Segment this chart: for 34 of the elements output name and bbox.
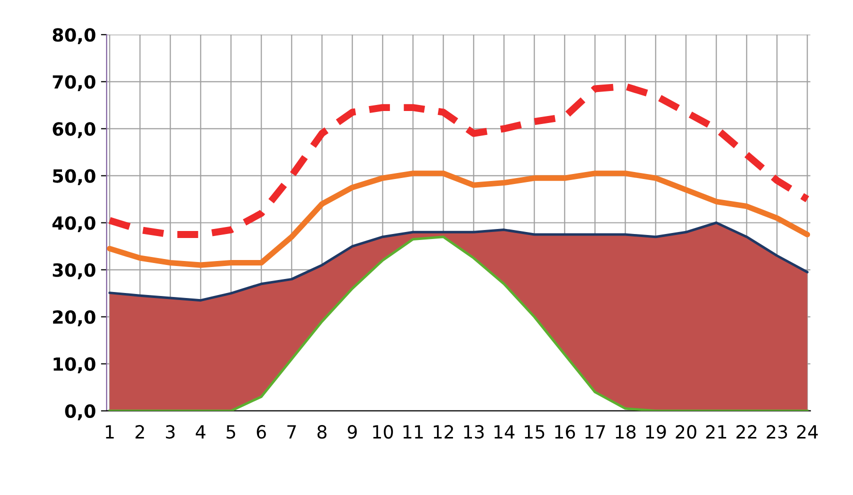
x-tick-label: 19 [646,425,666,439]
x-tick-label: 23 [766,425,788,439]
y-tick-label: 30,0 [52,263,96,280]
x-tick-label: 3 [166,425,175,439]
x-tick-label: 22 [736,425,756,438]
y-tick-label: 80,0 [52,28,96,44]
x-tick-label: 1 [106,425,114,438]
x-tick-label: 16 [555,425,576,439]
y-tick-label: 0,0 [65,404,96,420]
y-tick-label: 70,0 [52,75,96,92]
y-tick-label: 40,0 [52,216,96,232]
y-tick-label: 50,0 [53,169,96,186]
y-tick-label: 20,0 [53,310,96,326]
y-tick-label: 10,0 [54,357,96,374]
line-series [108,222,809,302]
x-tick-label: 7 [287,425,296,438]
y-tick-label: 60,0 [52,122,96,138]
x-tick-label: 17 [585,425,605,438]
x-tick-label: 12 [434,425,453,438]
x-tick-label: 20 [676,425,696,439]
x-tick-label: 4 [196,425,206,438]
x-tick-label: 13 [464,425,484,439]
x-tick-label: 5 [226,425,236,439]
x-tick-label: 24 [797,425,818,438]
x-tick-label: 10 [373,425,393,439]
x-tick-label: 11 [403,425,423,438]
x-tick-label: 8 [317,425,326,439]
x-tick-label: 15 [524,425,544,439]
x-tick-label: 9 [348,425,357,439]
x-tick-label: 14 [494,425,514,438]
x-tick-label: 6 [256,425,266,439]
x-tick-label: 21 [706,425,726,438]
x-tick-label: 18 [616,425,636,439]
x-tick-label: 2 [136,425,144,438]
